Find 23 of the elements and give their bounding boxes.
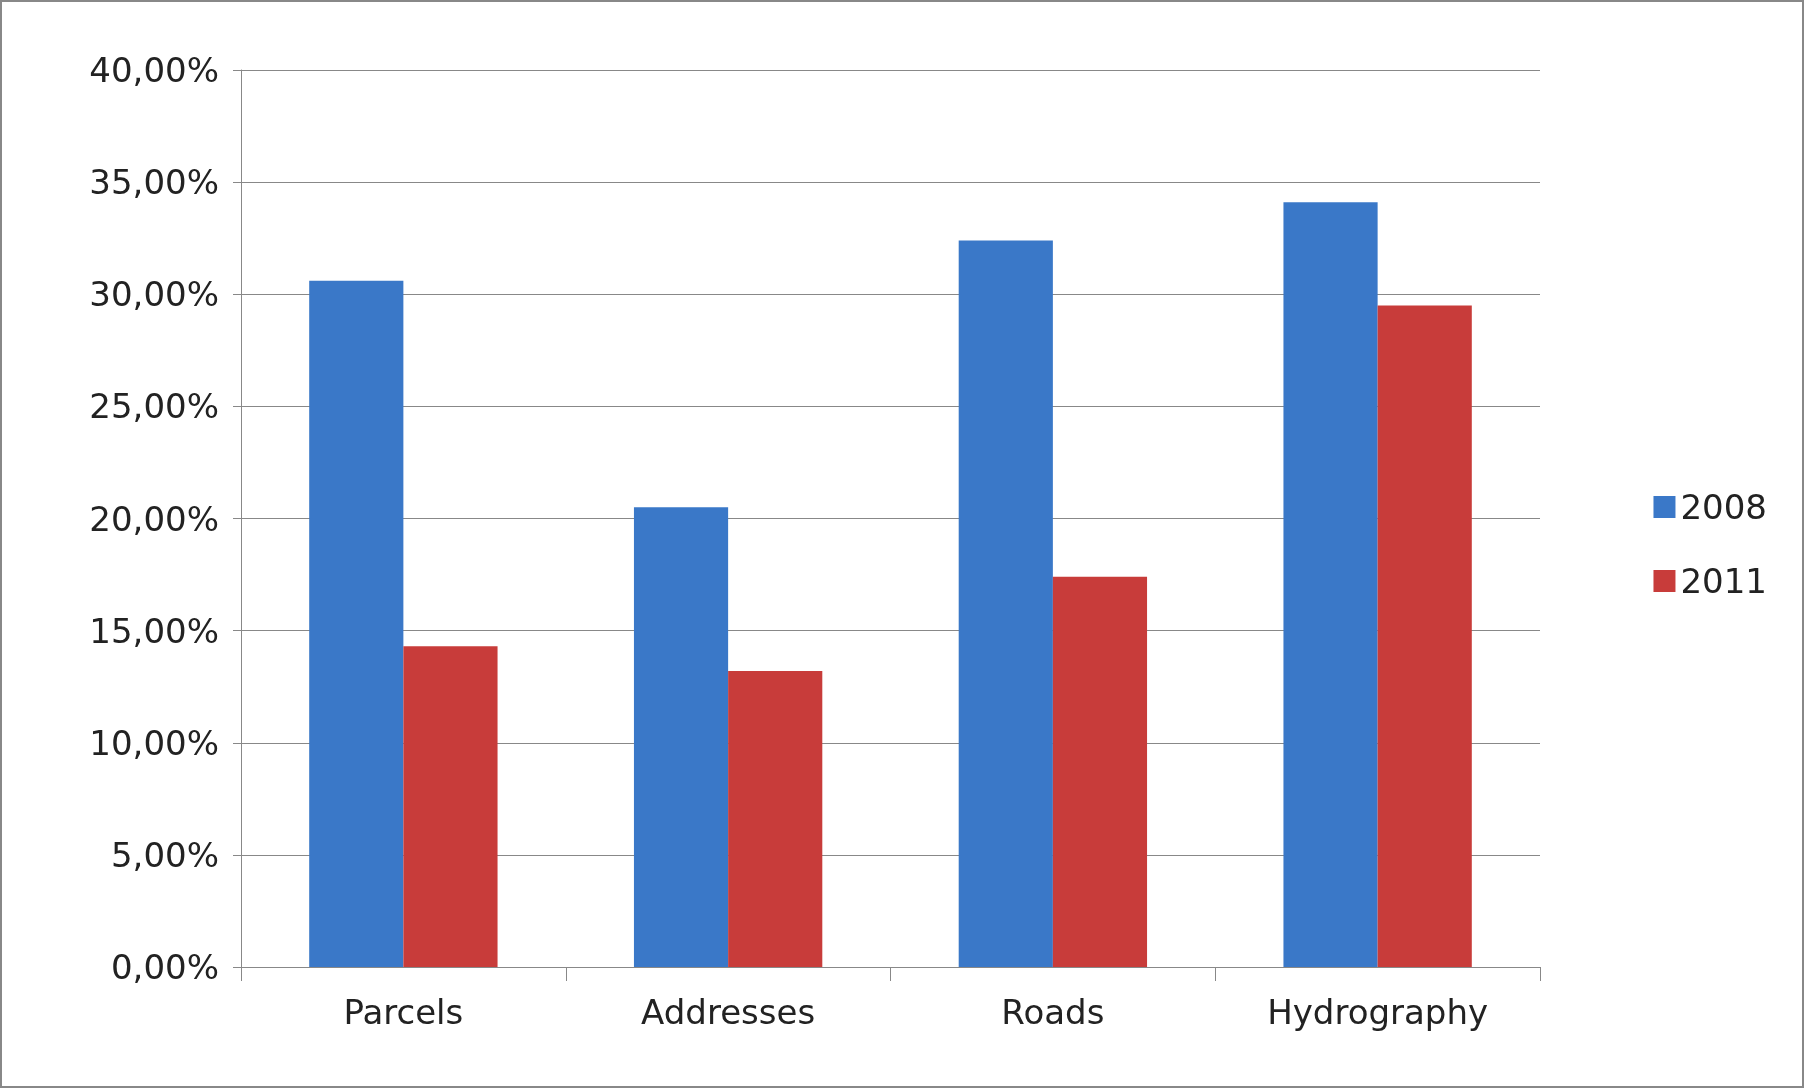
y-tick-label: 35,00%	[89, 162, 219, 203]
y-tick-label: 20,00%	[89, 498, 219, 539]
y-tick-label: 40,00%	[89, 50, 219, 90]
legend-label: 2008	[1680, 487, 1767, 527]
y-tick-label: 25,00%	[89, 386, 219, 427]
legend-label: 2011	[1680, 561, 1767, 601]
x-tick-label: Addresses	[641, 992, 816, 1032]
y-tick-label: 5,00%	[110, 834, 219, 875]
x-tick-label: Parcels	[343, 992, 464, 1032]
x-tick-label: Roads	[1001, 992, 1105, 1032]
bar	[1377, 305, 1472, 967]
y-tick-label: 0,00%	[110, 947, 219, 987]
x-tick-label: Hydrography	[1267, 992, 1489, 1032]
bar	[1052, 576, 1148, 967]
y-tick-label: 10,00%	[89, 722, 219, 763]
bar	[403, 646, 498, 967]
y-tick-label: 30,00%	[89, 274, 219, 315]
bar	[728, 670, 823, 967]
y-tick-label: 15,00%	[89, 610, 219, 651]
bar	[633, 507, 729, 967]
bar	[958, 240, 1053, 967]
bar	[309, 280, 404, 967]
bar	[1283, 202, 1378, 967]
